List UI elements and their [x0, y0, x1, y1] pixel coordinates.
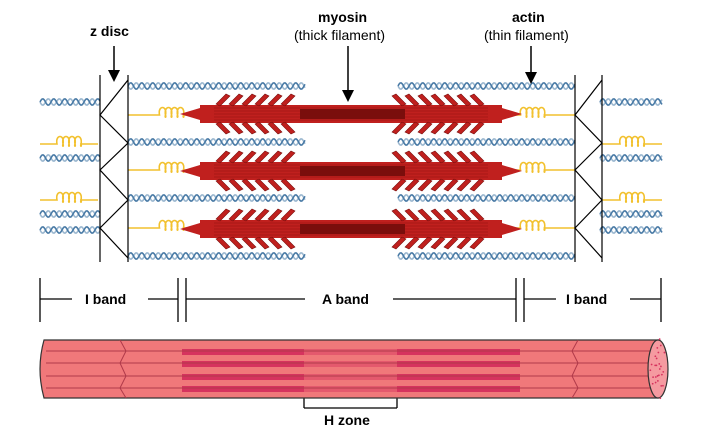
myosin-filament-2 [180, 208, 522, 250]
titin-left-0 [128, 106, 215, 119]
titin-outer-right-1 [602, 191, 662, 204]
actin-left-0 [127, 81, 306, 91]
fiber-end-dot [652, 376, 654, 378]
fiber-end-dot [662, 370, 665, 373]
fiber-end-dot [654, 376, 657, 378]
actin-outer-right-0 [599, 97, 663, 107]
titin-right-1 [490, 161, 575, 174]
fiber-z-line-0 [119, 339, 127, 399]
fiber-end-dot [651, 382, 654, 385]
myosin-filaments [180, 93, 522, 250]
myosin-filament-0 [180, 93, 522, 135]
fiber-end-dot [662, 384, 664, 387]
z-disc-left [99, 75, 129, 262]
fiber-end-dot [656, 375, 659, 377]
myofibril-cylinder [39, 338, 669, 400]
fiber-end-cap [647, 339, 669, 399]
actin-left-2 [127, 193, 306, 203]
actin-left-1 [127, 137, 306, 147]
z-disc-right [574, 75, 603, 262]
fiber-end-dot [656, 379, 659, 382]
actin-right-0 [397, 81, 576, 91]
fiber-end-dot [657, 374, 660, 377]
fiber-end-dot [656, 347, 659, 349]
actin-right-3 [397, 251, 576, 261]
h-zone-label: H zone [324, 412, 370, 428]
i-band-left-label: I band [85, 291, 127, 307]
fiber-end-dot [659, 344, 662, 347]
titin-springs [40, 106, 662, 232]
z-discs [99, 75, 603, 262]
titin-left-1 [128, 161, 215, 174]
titin-right-2 [490, 219, 575, 232]
actin-right-2 [397, 193, 576, 203]
actin-outer-left-1 [39, 153, 101, 163]
fiber-end-dot [655, 364, 658, 367]
actin-outer-left-3 [39, 225, 101, 235]
titin-left-2 [128, 219, 215, 232]
actin-label: actin [512, 9, 545, 25]
fiber-z-line-1 [571, 339, 579, 399]
fiber-end-dot [655, 357, 658, 360]
myosin-sublabel: (thick filament) [294, 27, 386, 43]
fiber-end-dot [660, 384, 663, 387]
fiber-end-dot [660, 365, 662, 368]
fiber-end-dot [659, 397, 662, 400]
fiber-end-dot [657, 351, 660, 354]
fiber-end-dot [654, 381, 657, 384]
fiber-end-dot [654, 355, 657, 358]
titin-right-0 [490, 106, 575, 119]
fiber-end-dot [649, 369, 652, 372]
myosin-label: myosin [318, 9, 368, 25]
fiber-end-dot [660, 373, 663, 376]
a-band-label: A band [322, 291, 369, 307]
fiber-end-dot [650, 363, 653, 366]
actin-filaments [39, 81, 663, 261]
actin-sublabel: (thin filament) [484, 27, 569, 43]
actin-outer-left-0 [39, 97, 101, 107]
fiber-end-dot [658, 338, 661, 341]
actin-right-1 [397, 137, 576, 147]
i-band-right-label: I band [566, 291, 608, 307]
fiber-end-dot [654, 364, 657, 367]
pointer-arrows [108, 46, 537, 102]
z-disc-label: z disc [90, 23, 129, 39]
actin-outer-left-2 [39, 209, 101, 219]
fiber-end-dot [663, 351, 666, 354]
titin-outer-left-1 [40, 191, 98, 204]
actin-outer-right-3 [599, 225, 663, 235]
fiber-end-dot [658, 368, 661, 370]
fiber-end-dot [658, 363, 661, 365]
actin-left-3 [127, 251, 306, 261]
titin-outer-left-0 [40, 135, 98, 148]
actin-outer-right-1 [599, 153, 663, 163]
band-brackets [39, 278, 662, 409]
titin-outer-right-0 [602, 135, 662, 148]
actin-outer-right-2 [599, 209, 663, 219]
myosin-filament-1 [180, 150, 522, 192]
fiber-h-zone [304, 346, 397, 392]
